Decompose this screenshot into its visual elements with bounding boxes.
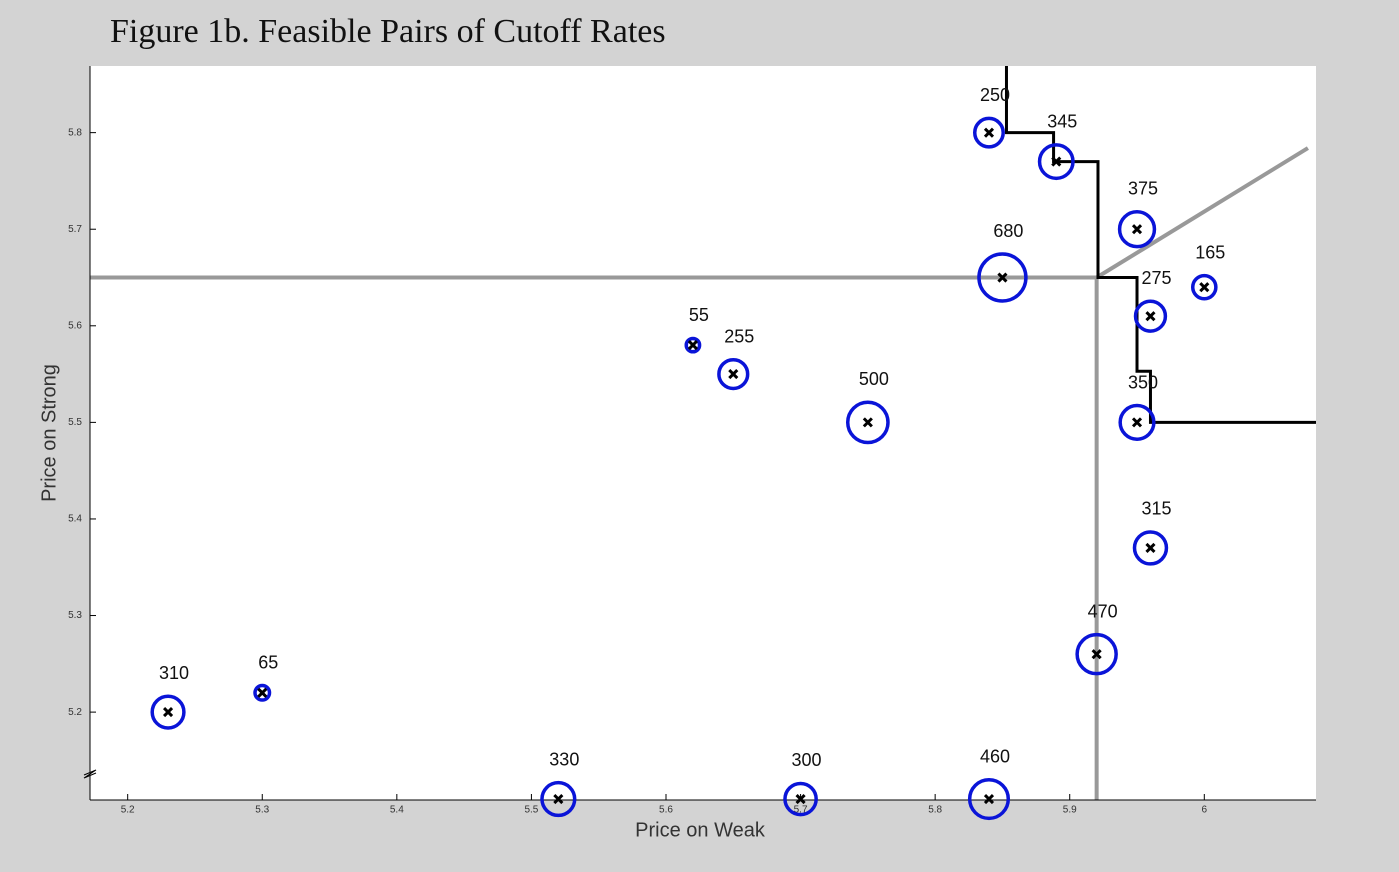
x-tick-label: 5.3 — [255, 805, 269, 816]
bubble-cross — [1091, 649, 1102, 660]
x-tick-label: 5.9 — [1063, 805, 1077, 816]
bubble-ring — [977, 252, 1028, 303]
bubble-cross — [162, 707, 174, 718]
bubble-cross — [997, 272, 1008, 283]
step-line — [1095, 146, 1309, 280]
bubble — [783, 781, 818, 817]
data-label: 255 — [724, 326, 754, 346]
bubble — [1118, 403, 1156, 441]
x-tick-label: 5.4 — [390, 805, 404, 816]
bubble-ring — [1037, 143, 1075, 181]
bubble — [1075, 632, 1118, 676]
bubble-ring — [845, 400, 890, 445]
bubble-cross — [862, 417, 873, 428]
data-label: 680 — [993, 221, 1023, 241]
bubble — [540, 780, 577, 818]
bubble-cross — [983, 793, 995, 805]
lines — [90, 66, 1316, 800]
y-tick-label: 5.3 — [68, 610, 82, 621]
bubble-cross — [1145, 311, 1156, 322]
bubble-ring — [1117, 210, 1157, 249]
y-tick-label: 5.5 — [68, 417, 82, 428]
bubble-ring — [1118, 403, 1156, 441]
step-line — [1004, 66, 1316, 424]
x-axis-label: Price on Weak — [635, 819, 766, 841]
bubble-cross — [983, 127, 995, 138]
data-label: 460 — [980, 746, 1010, 766]
plot-area — [90, 66, 1316, 800]
x-tick-label: 5.6 — [659, 805, 673, 816]
data-label: 250 — [980, 85, 1010, 105]
y-tick-label: 5.2 — [68, 707, 82, 718]
data-label: 165 — [1195, 242, 1225, 262]
bubble — [1037, 143, 1075, 181]
bubble-cross — [795, 793, 806, 805]
data-label: 310 — [159, 663, 189, 683]
x-tick-label: 5.5 — [524, 805, 538, 816]
data-label: 345 — [1047, 112, 1077, 132]
data-label: 275 — [1141, 268, 1171, 288]
y-tick-label: 5.7 — [68, 224, 82, 235]
bubble-ring — [684, 336, 702, 354]
y-tick-label: 5.8 — [68, 127, 82, 138]
bubble-cross — [553, 793, 564, 805]
data-label: 300 — [792, 750, 822, 770]
bubble — [717, 357, 750, 391]
x-tick-label: 5.2 — [121, 805, 135, 816]
y-axis-label: Price on Strong — [38, 364, 60, 502]
x-tick-label: 5.7 — [794, 805, 808, 816]
data-label: 65 — [258, 652, 278, 672]
bubble — [253, 683, 272, 702]
data-label: 330 — [549, 749, 579, 769]
bubble-ring — [540, 780, 577, 818]
bubble — [845, 400, 890, 445]
bubble — [684, 336, 702, 354]
bubble — [967, 777, 1011, 821]
bubble — [972, 116, 1005, 149]
x-tick-label: 6 — [1202, 805, 1208, 816]
bubble-cross — [257, 687, 268, 698]
bubble — [977, 252, 1028, 303]
bubble-ring — [150, 694, 186, 730]
bubble-cross — [728, 369, 739, 380]
chart-title: Figure 1b. Feasible Pairs of Cutoff Rate… — [110, 13, 666, 50]
bubble-ring — [1075, 632, 1118, 676]
data-label: 350 — [1128, 372, 1158, 392]
bubble-ring — [717, 357, 750, 391]
x-tick-label: 5.8 — [928, 805, 942, 816]
y-tick-label: 5.4 — [68, 514, 82, 525]
bubble — [1190, 273, 1218, 301]
y-tick-label: 5.6 — [68, 320, 82, 331]
bubble-ring — [967, 777, 1011, 821]
data-label: 500 — [859, 369, 889, 389]
data-label: 315 — [1141, 499, 1171, 519]
bubble-ring — [972, 116, 1005, 149]
bubble-cross — [1131, 417, 1143, 428]
bubble-ring — [783, 781, 818, 817]
bubble-ring — [1190, 273, 1218, 301]
data-label: 470 — [1088, 601, 1118, 621]
data-label: 55 — [689, 305, 709, 325]
bubble-ring — [1133, 299, 1168, 333]
bubble-cross — [1131, 224, 1143, 235]
bubble — [1133, 299, 1168, 333]
bubble — [150, 694, 186, 730]
axis-break — [83, 769, 97, 779]
bubble-cross — [687, 340, 698, 351]
bubble-cross — [1199, 282, 1210, 293]
bubble-ring — [1132, 530, 1169, 566]
bubble-cross — [1051, 156, 1062, 167]
bubble — [1117, 210, 1157, 249]
bubble-cross — [1145, 542, 1156, 553]
data-label: 375 — [1128, 179, 1158, 199]
bubble — [1132, 530, 1169, 566]
bubble-ring — [253, 683, 272, 702]
